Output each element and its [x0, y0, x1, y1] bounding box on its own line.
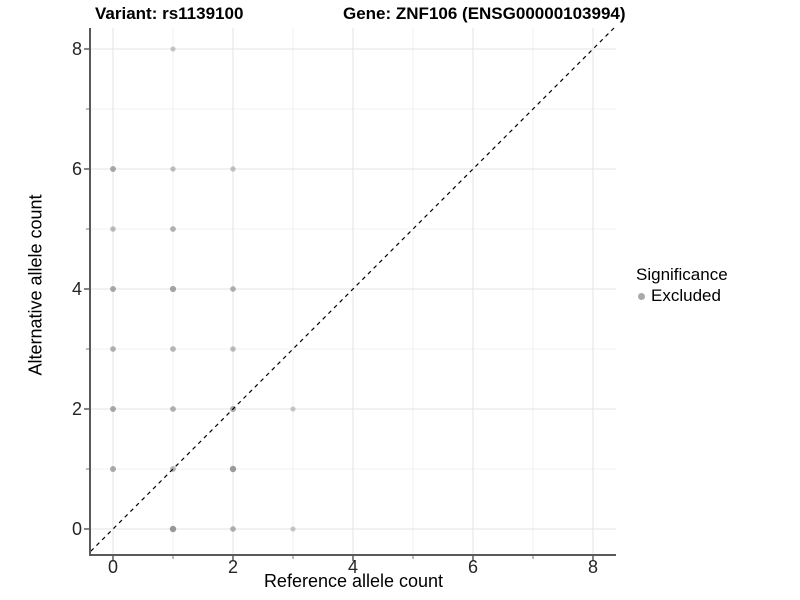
data-point [170, 166, 176, 172]
data-point [110, 346, 116, 352]
x-axis-title: Reference allele count [263, 571, 444, 591]
x-tick-label: 0 [108, 557, 118, 577]
data-point [110, 166, 116, 172]
data-point [290, 526, 296, 532]
data-point [170, 46, 176, 52]
data-point [110, 466, 116, 472]
y-tick-label: 4 [72, 279, 82, 299]
y-tick-label: 2 [72, 399, 82, 419]
data-point [230, 166, 236, 172]
data-point [170, 346, 176, 352]
identity-line [90, 27, 615, 552]
plot-title-variant: Variant: rs1139100 [95, 4, 244, 23]
data-point [110, 226, 116, 232]
data-point [290, 406, 296, 412]
y-tick-label: 6 [72, 159, 82, 179]
legend-item-excluded: Excluded [636, 286, 728, 306]
x-tick-label: 8 [588, 557, 598, 577]
x-tick-label: 6 [468, 557, 478, 577]
y-axis-title: Alternative allele count [25, 194, 46, 376]
data-point [170, 226, 176, 232]
y-tick-label: 8 [72, 39, 82, 59]
data-point [229, 465, 237, 473]
x-tick-label: 4 [348, 557, 358, 577]
legend-title: Significance [636, 265, 728, 284]
legend-item-label: Excluded [651, 286, 721, 305]
data-point [170, 406, 176, 412]
x-tick-label: 2 [228, 557, 238, 577]
data-point [169, 525, 177, 533]
data-point [110, 286, 116, 292]
legend: Significance Excluded [636, 265, 728, 306]
data-point [110, 406, 116, 412]
data-point [230, 346, 236, 352]
data-point [230, 526, 236, 532]
y-tick-label: 0 [72, 519, 82, 539]
plot-title-gene: Gene: ZNF106 (ENSG00000103994) [343, 4, 626, 23]
data-point [230, 286, 236, 292]
data-point [169, 285, 177, 293]
legend-point-icon [638, 292, 645, 300]
